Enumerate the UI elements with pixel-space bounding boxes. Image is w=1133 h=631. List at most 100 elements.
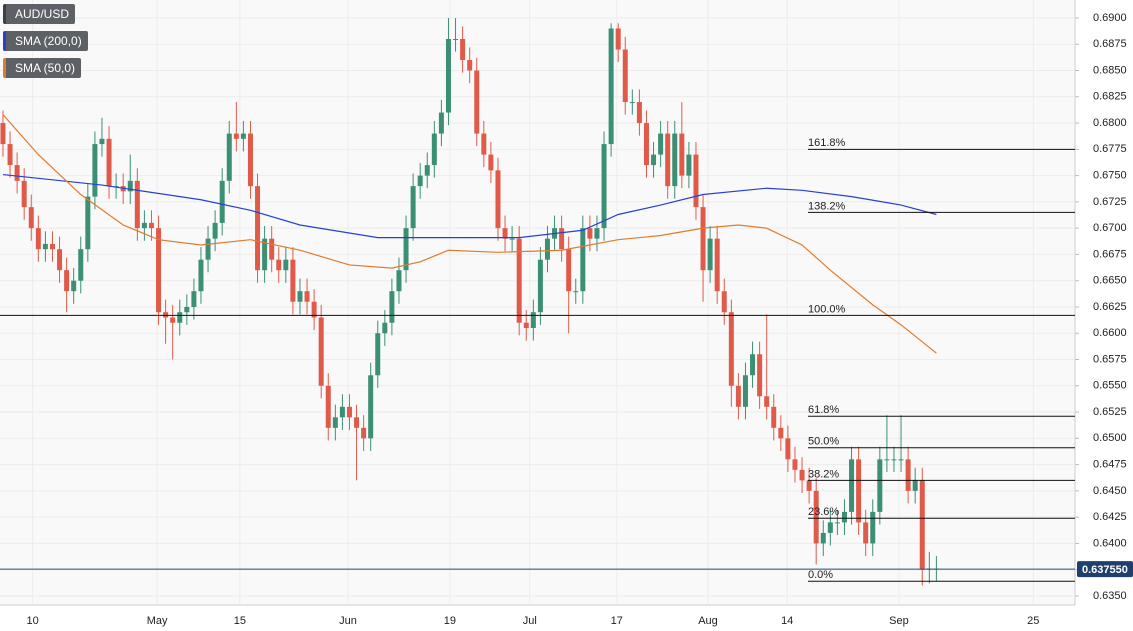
x-tick-label: 25 [1027, 615, 1039, 627]
candle-body [156, 228, 162, 313]
candle-body [898, 459, 904, 461]
candle-body [7, 144, 13, 166]
candle-body [658, 133, 664, 155]
x-tick-label: Aug [698, 615, 718, 627]
candle-body [354, 417, 360, 428]
candle-body [184, 306, 190, 313]
candle-body [799, 469, 805, 481]
candle-body [877, 459, 883, 512]
x-tick-label: Sep [889, 615, 909, 627]
legend-entry: SMA (50,0) [3, 58, 82, 78]
y-tick-label: 0.6350 [1093, 590, 1127, 602]
candle-body [304, 291, 310, 302]
candle-body [106, 138, 112, 187]
candle-body [21, 180, 27, 208]
candle-body [445, 38, 451, 113]
y-tick-label: 0.6800 [1093, 117, 1127, 129]
candle-body [191, 291, 197, 307]
candle-body [163, 312, 169, 318]
y-tick-label: 0.6725 [1093, 196, 1127, 208]
candle-body [679, 133, 685, 176]
candle-body [594, 228, 600, 239]
fib-label: 0.0% [808, 569, 833, 581]
candle-body [530, 312, 536, 328]
candle-body [269, 238, 275, 260]
candle-body [389, 291, 395, 323]
candle-body [14, 165, 20, 181]
fib-label: 100.0% [808, 303, 846, 315]
candle-body [460, 38, 466, 61]
candle-body [841, 511, 847, 523]
candle-body [827, 522, 833, 533]
candle-body [672, 133, 678, 187]
candle-body [424, 165, 430, 176]
candle-body [57, 249, 63, 271]
legend-entry: SMA (200,0) [3, 31, 88, 51]
fib-label: 161.8% [808, 137, 846, 149]
candle-body [481, 133, 487, 155]
candle-body [735, 385, 741, 407]
candle-body [757, 354, 763, 397]
legend-symbol: AUD/USD [3, 4, 76, 24]
candle-body [42, 243, 48, 250]
candle-body [170, 317, 176, 323]
candle-body [849, 459, 855, 512]
candle-body [290, 259, 296, 302]
candle-body [474, 70, 480, 134]
candle-body [714, 238, 720, 292]
candle-body [85, 196, 91, 250]
candle-body [912, 480, 918, 491]
candle-body [919, 480, 925, 570]
candle-body [820, 532, 826, 544]
candle-body [573, 291, 579, 293]
candle-body [905, 459, 911, 491]
y-tick-label: 0.6675 [1093, 248, 1127, 260]
y-tick-label: 0.6875 [1093, 38, 1127, 50]
candle-body [219, 180, 225, 223]
candle-body [297, 291, 303, 302]
candle-body [778, 427, 784, 439]
candle-body [148, 222, 154, 229]
x-tick-label: May [147, 615, 168, 627]
candle-body [523, 322, 529, 328]
candle-body [233, 133, 239, 139]
y-tick-label: 0.6650 [1093, 275, 1127, 287]
candle-body [368, 375, 374, 439]
fib-label: 38.2% [808, 468, 839, 480]
candle-body [375, 333, 381, 376]
candle-body [537, 259, 543, 313]
candle-body [64, 270, 70, 292]
y-tick-label: 0.6575 [1093, 353, 1127, 365]
candle-body [332, 417, 338, 428]
candle-body [78, 249, 84, 281]
candle-body [806, 480, 812, 491]
candle-body [134, 180, 140, 229]
last-price-label: 0.637550 [1082, 564, 1128, 576]
candle-body [792, 459, 798, 470]
x-tick-label: 10 [27, 615, 39, 627]
candle-body [502, 228, 508, 239]
candle-body [764, 396, 770, 407]
last-price-box [1077, 561, 1133, 578]
candle-body [742, 375, 748, 407]
candle-body [205, 238, 211, 260]
candle-body [417, 175, 423, 187]
candle-body [453, 38, 459, 40]
candle-body [318, 317, 324, 386]
y-tick-label: 0.6400 [1093, 537, 1127, 549]
candle-body [488, 154, 494, 171]
candle-body [651, 154, 657, 166]
candle-body [431, 133, 437, 166]
candle-body [509, 238, 515, 240]
x-tick-label: 15 [234, 615, 246, 627]
candle-body [622, 49, 628, 103]
candle-body [495, 170, 501, 229]
candle-body [361, 427, 367, 439]
candle-body [813, 490, 819, 544]
candle-body [247, 133, 253, 187]
candle-body [728, 312, 734, 386]
y-tick-label: 0.6500 [1093, 432, 1127, 444]
candle-body [382, 322, 388, 334]
candle-body [665, 133, 671, 187]
y-tick-label: 0.6550 [1093, 380, 1127, 392]
